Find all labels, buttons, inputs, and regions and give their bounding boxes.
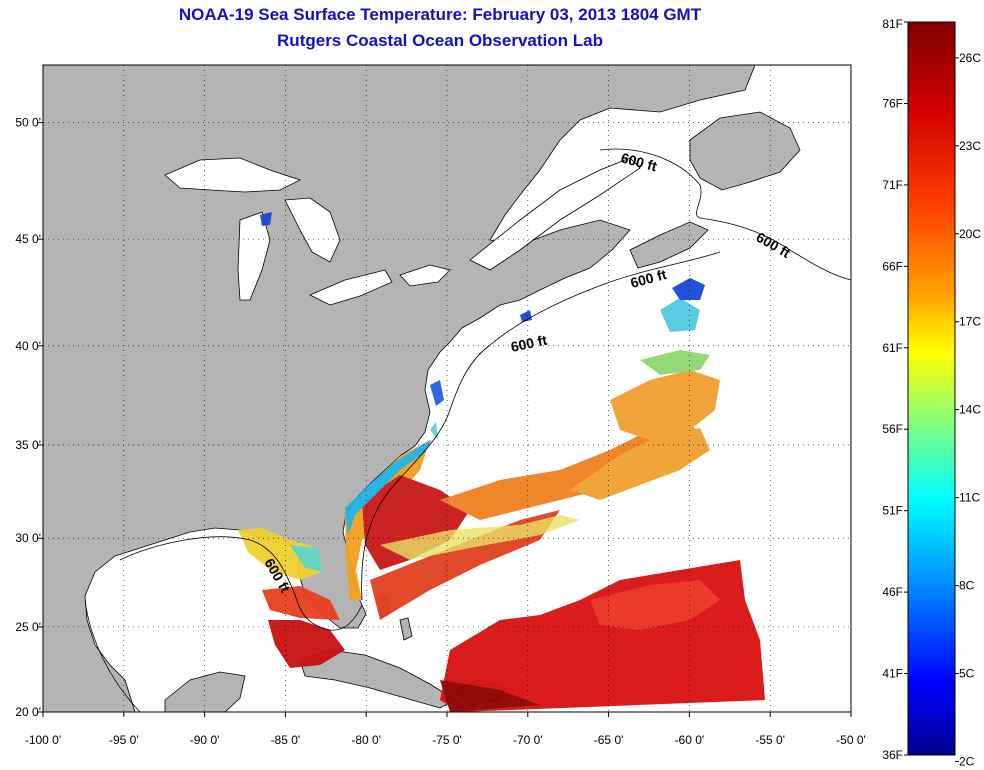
- lat-tick-label: 30 0': [15, 531, 41, 545]
- lon-tick-label: -85 0': [271, 733, 301, 747]
- map-subtitle: Rutgers Coastal Ocean Observation Lab: [277, 31, 603, 50]
- lon-tick-label: -55 0': [755, 733, 785, 747]
- lat-tick-label: 20 0': [15, 705, 41, 719]
- sst-data: [238, 212, 765, 712]
- map-title: NOAA-19 Sea Surface Temperature: Februar…: [178, 5, 702, 24]
- lon-tick-label: -65 0': [594, 733, 624, 747]
- lat-tick-label: 25 0': [15, 620, 41, 634]
- depth-contours: [84, 148, 852, 713]
- lon-tick-label: -100 0': [25, 733, 61, 747]
- lat-tick-label: 35 0': [15, 438, 41, 452]
- longitude-axis: -100 0' -95 0' -90 0' -85 0' -80 0' -75 0' -70…: [25, 712, 866, 747]
- great-lakes: [164, 157, 641, 306]
- lon-tick-label: -50 0': [836, 733, 866, 747]
- lon-tick-label: -70 0': [513, 733, 543, 747]
- lat-tick-label: 45 0': [15, 232, 41, 246]
- lat-tick-label: 40 0': [15, 339, 41, 353]
- lat-tick-label: 50 0': [15, 116, 41, 130]
- lon-tick-label: -95 0': [109, 733, 139, 747]
- latitude-axis: 20 0' 25 0' 30 0' 35 0' 40 0' 45 0' 50 0': [15, 116, 43, 719]
- contour-label-new-jersey: 600 ft: [509, 332, 548, 355]
- lon-tick-label: -80 0': [351, 733, 381, 747]
- lon-tick-label: -90 0': [190, 733, 220, 747]
- lon-tick-label: -60 0': [675, 733, 705, 747]
- lon-tick-label: -75 0': [432, 733, 462, 747]
